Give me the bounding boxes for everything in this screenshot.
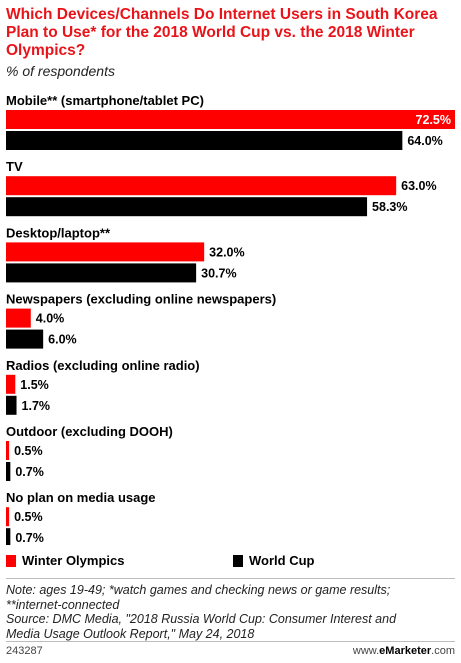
source-line: Media Usage Outlook Report," May 24, 201… (6, 626, 255, 641)
category-label-radios-excluding-online-radio: Radios (excluding online radio) (6, 358, 200, 373)
bar-winter-olympics-newspapers-excluding-online-newspapers (6, 308, 31, 328)
chart-title: Which Devices/Channels Do Internet Users… (6, 6, 438, 59)
category-label-desktop-laptop: Desktop/laptop** (6, 225, 111, 240)
bar-winter-olympics-mobile-smartphone-tablet-pc (6, 110, 455, 129)
brand-credit: www.eMarketer.com (353, 645, 455, 657)
bar-world-cup-outdoor-excluding-dooh (6, 462, 11, 481)
bar-world-cup-newspapers-excluding-online-newspapers (6, 329, 44, 349)
data-label-world-cup-tv: 58.3% (372, 200, 407, 214)
data-label-winter-olympics-desktop-laptop: 32.0% (209, 245, 244, 259)
bar-world-cup-tv (6, 197, 368, 217)
footer-rule (6, 641, 455, 642)
data-label-world-cup-no-plan-on-media-usage: 0.7% (15, 531, 44, 545)
data-label-world-cup-desktop-laptop: 30.7% (201, 266, 236, 280)
brand-prefix: www. (352, 645, 380, 657)
data-label-winter-olympics-no-plan-on-media-usage: 0.5% (14, 510, 42, 524)
note-line: **internet-connected (6, 597, 120, 612)
legend-swatch-winter-olympics (6, 554, 16, 567)
data-label-world-cup-newspapers-excluding-online-newspapers: 6.0% (48, 333, 76, 347)
divider-rule (6, 578, 455, 579)
bar-winter-olympics-no-plan-on-media-usage (6, 507, 10, 527)
bar-world-cup-mobile-smartphone-tablet-pc (6, 131, 403, 150)
bar-world-cup-radios-excluding-online-radio (6, 395, 17, 415)
data-label-winter-olympics-outdoor-excluding-dooh: 0.5% (14, 444, 42, 458)
category-label-newspapers-excluding-online-newspapers: Newspapers (excluding online newspapers) (6, 292, 276, 307)
legend-label-winter-olympics: Winter Olympics (22, 553, 125, 568)
chart-id: 243287 (6, 645, 43, 657)
legend-swatch-world-cup (233, 554, 243, 567)
data-label-winter-olympics-tv: 63.0% (401, 179, 436, 193)
category-label-tv: TV (6, 159, 23, 174)
brand-suffix: .com (431, 645, 455, 657)
brand-name: eMarketer (379, 645, 432, 657)
source-line: Source: DMC Media, "2018 Russia World Cu… (6, 612, 397, 626)
bar-winter-olympics-radios-excluding-online-radio (6, 374, 16, 394)
note-line: Note: ages 19-49; *watch games and check… (6, 583, 391, 597)
chart-subtitle: % of respondents (6, 63, 115, 79)
category-label-mobile-smartphone-tablet-pc: Mobile** (smartphone/tablet PC) (6, 93, 204, 108)
data-label-winter-olympics-mobile-smartphone-tablet-pc: 72.5% (416, 113, 451, 127)
data-label-world-cup-outdoor-excluding-dooh: 0.7% (15, 465, 44, 479)
legend-item-winter-olympics: Winter Olympics (6, 553, 124, 568)
bar-winter-olympics-desktop-laptop (6, 242, 205, 262)
legend-item-world-cup: World Cup (233, 553, 314, 568)
category-label-outdoor-excluding-dooh: Outdoor (excluding DOOH) (6, 424, 173, 439)
bar-world-cup-no-plan-on-media-usage (6, 528, 11, 545)
bar-chart: Mobile** (smartphone/tablet PC) 72.5% 64.0… (6, 93, 455, 545)
bar-world-cup-desktop-laptop (6, 263, 197, 283)
chart-notes: Note: ages 19-49; *watch games and check… (6, 583, 458, 641)
legend-label-world-cup: World Cup (249, 553, 315, 568)
bar-winter-olympics-outdoor-excluding-dooh (6, 441, 10, 460)
data-label-world-cup-mobile-smartphone-tablet-pc: 64.0% (407, 134, 442, 148)
data-label-world-cup-radios-excluding-online-radio: 1.7% (22, 399, 50, 413)
category-label-no-plan-on-media-usage: No plan on media usage (6, 490, 156, 505)
data-label-winter-olympics-radios-excluding-online-radio: 1.5% (20, 378, 49, 392)
bar-winter-olympics-tv (6, 176, 397, 196)
data-label-winter-olympics-newspapers-excluding-online-newspapers: 4.0% (36, 312, 65, 326)
